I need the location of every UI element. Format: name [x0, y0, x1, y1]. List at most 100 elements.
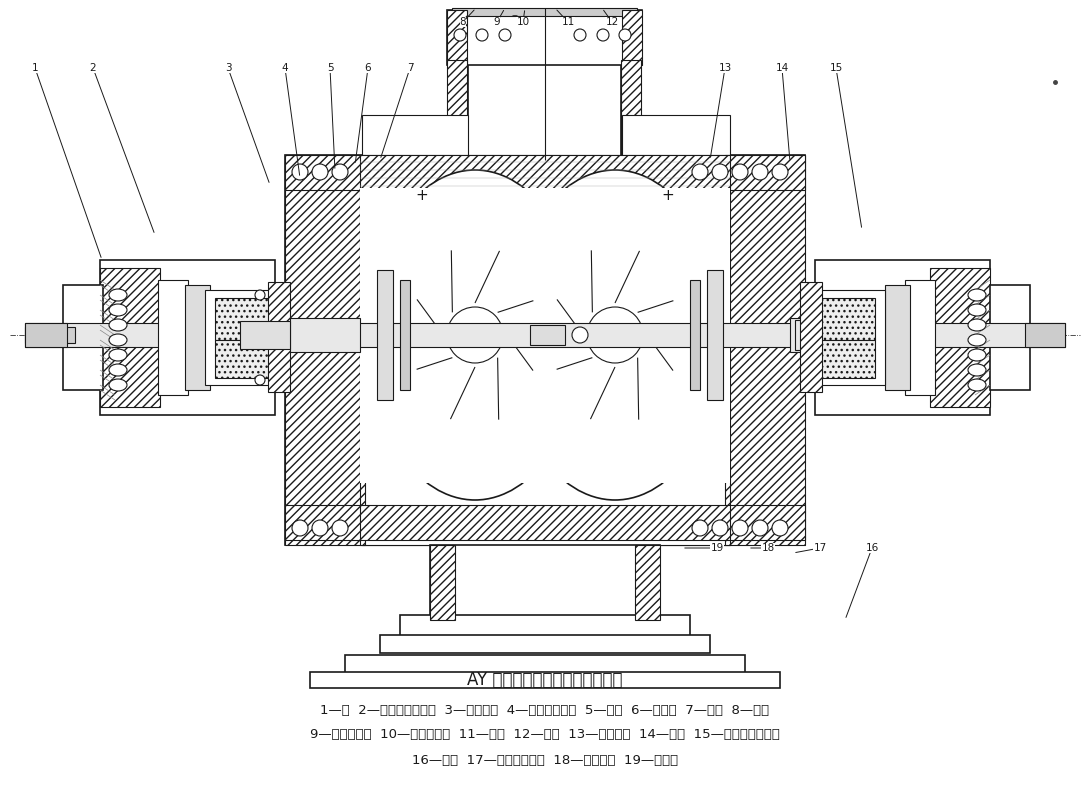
Text: 19: 19: [711, 543, 724, 553]
Bar: [240, 321, 290, 349]
Ellipse shape: [712, 520, 728, 536]
Ellipse shape: [109, 379, 128, 391]
Text: 15: 15: [829, 63, 843, 73]
Bar: [360, 155, 730, 177]
Ellipse shape: [292, 520, 308, 536]
Text: 18: 18: [762, 543, 775, 553]
Bar: [63, 285, 102, 390]
Ellipse shape: [312, 520, 328, 536]
Ellipse shape: [619, 29, 631, 41]
Bar: [100, 260, 275, 415]
Text: 9: 9: [494, 17, 500, 27]
Bar: [790, 318, 865, 352]
Bar: [905, 280, 935, 395]
Bar: [215, 298, 270, 340]
Ellipse shape: [752, 520, 768, 536]
Ellipse shape: [109, 334, 128, 346]
Bar: [284, 155, 365, 545]
Ellipse shape: [968, 334, 986, 346]
Bar: [820, 298, 875, 340]
Ellipse shape: [772, 520, 788, 536]
Ellipse shape: [455, 29, 467, 41]
Ellipse shape: [968, 304, 986, 316]
Ellipse shape: [968, 379, 986, 391]
Bar: [400, 615, 690, 637]
Text: 1: 1: [32, 63, 38, 73]
Ellipse shape: [109, 304, 128, 316]
Text: 1—轴  2—滚动轴承乙部件  3—填料轴套  4—中开填料压盖  5—填料  6—填料环  7—泵盖  8—泵体: 1—轴 2—滚动轴承乙部件 3—填料轴套 4—中开填料压盖 5—填料 6—填料环…: [320, 704, 770, 717]
Text: 13: 13: [718, 63, 731, 73]
Bar: [25, 323, 66, 347]
Ellipse shape: [572, 327, 588, 343]
Bar: [815, 260, 990, 415]
Text: 5: 5: [327, 63, 334, 73]
Text: 7: 7: [407, 63, 413, 73]
Bar: [990, 285, 1030, 390]
Ellipse shape: [530, 205, 700, 465]
Bar: [429, 545, 661, 620]
Bar: [360, 188, 730, 483]
Ellipse shape: [550, 240, 680, 430]
Ellipse shape: [712, 164, 728, 180]
Ellipse shape: [292, 164, 308, 180]
Ellipse shape: [588, 307, 643, 363]
Text: 8: 8: [460, 17, 467, 27]
Ellipse shape: [732, 164, 748, 180]
Bar: [360, 523, 730, 545]
Text: 2: 2: [89, 63, 96, 73]
Bar: [635, 545, 661, 620]
Bar: [215, 340, 270, 378]
Bar: [707, 270, 723, 400]
Bar: [205, 290, 270, 385]
Ellipse shape: [255, 290, 265, 300]
Bar: [346, 655, 744, 675]
Bar: [447, 10, 642, 65]
Bar: [284, 505, 806, 540]
Ellipse shape: [752, 164, 768, 180]
Bar: [310, 672, 780, 688]
Ellipse shape: [447, 307, 502, 363]
Polygon shape: [362, 115, 468, 155]
Text: 16—托架  17—机械密封部件  18—水冷腔盖  19—泵支架: 16—托架 17—机械密封部件 18—水冷腔盖 19—泵支架: [412, 754, 678, 767]
Bar: [885, 285, 910, 390]
Bar: [447, 10, 467, 65]
Ellipse shape: [410, 240, 540, 430]
Text: 6: 6: [365, 63, 372, 73]
Text: +: +: [662, 187, 675, 203]
Ellipse shape: [692, 520, 708, 536]
Polygon shape: [622, 115, 730, 155]
Text: 4: 4: [281, 63, 289, 73]
Ellipse shape: [507, 170, 723, 500]
Ellipse shape: [968, 289, 986, 301]
Bar: [362, 430, 730, 545]
Ellipse shape: [574, 29, 586, 41]
Text: 12: 12: [605, 17, 619, 27]
Text: AY 型单级双吸两端支承式泵结构: AY 型单级双吸两端支承式泵结构: [468, 671, 622, 689]
Text: 11: 11: [561, 17, 574, 27]
Bar: [25, 327, 75, 343]
Ellipse shape: [390, 205, 560, 465]
Ellipse shape: [312, 164, 328, 180]
Bar: [1025, 323, 1065, 347]
Text: 14: 14: [775, 63, 789, 73]
Bar: [800, 282, 822, 392]
Bar: [158, 280, 187, 395]
Bar: [820, 290, 885, 385]
Bar: [400, 280, 410, 390]
Bar: [530, 325, 565, 345]
Bar: [25, 323, 1065, 347]
Bar: [452, 8, 637, 16]
Bar: [268, 282, 290, 392]
Ellipse shape: [968, 349, 986, 361]
Bar: [185, 285, 210, 390]
Ellipse shape: [499, 29, 511, 41]
Bar: [820, 340, 875, 378]
Bar: [284, 155, 806, 545]
Text: 17: 17: [813, 543, 826, 553]
Bar: [622, 10, 642, 65]
Bar: [795, 320, 825, 350]
Ellipse shape: [968, 364, 986, 376]
Ellipse shape: [968, 319, 986, 331]
Bar: [725, 155, 806, 545]
Bar: [270, 320, 300, 350]
